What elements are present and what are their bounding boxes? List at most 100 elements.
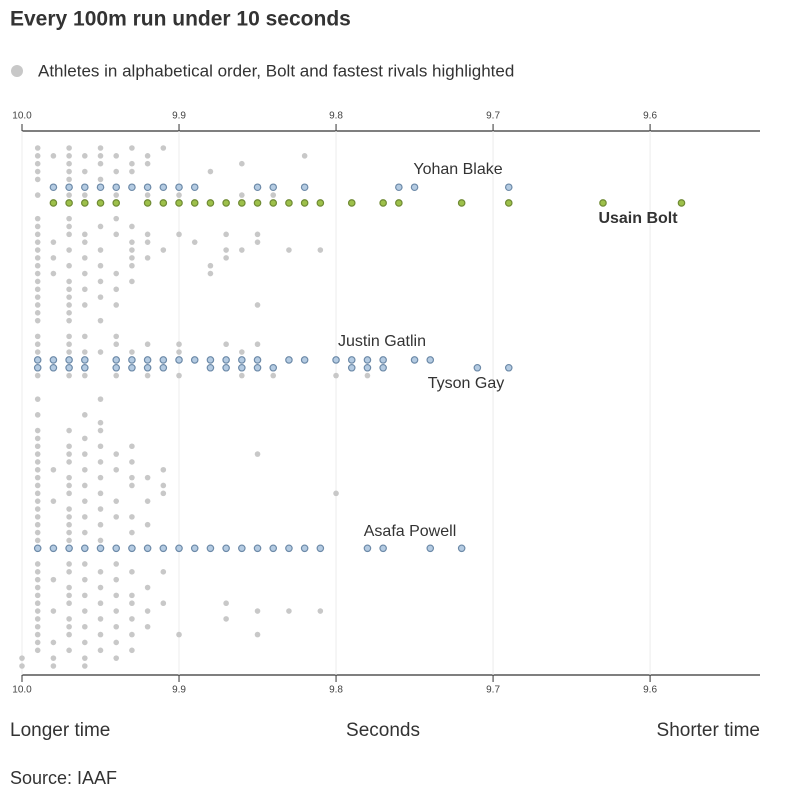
dot: [66, 176, 72, 183]
dot: [239, 349, 245, 355]
dot: [50, 663, 57, 669]
dot: [66, 231, 72, 238]
dot: [66, 341, 72, 348]
dot: [34, 294, 41, 300]
dot: [82, 231, 88, 238]
highlight-dot: [285, 199, 293, 207]
dot: [82, 529, 88, 536]
highlight-dot: [65, 544, 73, 553]
highlight-dot: [395, 183, 403, 192]
dot: [50, 153, 57, 159]
dot: [254, 341, 261, 348]
dot: [176, 372, 182, 379]
x-axis-label: Seconds: [346, 720, 420, 741]
dot: [144, 160, 151, 167]
dot: [66, 153, 72, 159]
dot: [34, 576, 41, 583]
dot: [97, 262, 104, 269]
dot: [144, 341, 151, 348]
dot: [97, 247, 104, 253]
dot: [82, 286, 88, 293]
dot: [66, 302, 72, 308]
dot: [113, 302, 120, 308]
dot: [82, 412, 88, 418]
highlight-dot: [253, 183, 262, 192]
dot: [34, 192, 41, 198]
highlight-dot: [49, 544, 58, 553]
highlight-dot: [33, 544, 42, 553]
dot: [113, 639, 120, 646]
dot: [301, 153, 308, 159]
dot: [50, 655, 57, 661]
dot: [129, 647, 135, 654]
dot: [34, 561, 41, 567]
dot: [223, 600, 229, 607]
highlight-dot: [363, 363, 372, 372]
dot: [223, 255, 229, 261]
dot: [82, 592, 88, 599]
highlight-dot: [504, 199, 513, 207]
dot: [19, 663, 25, 669]
dot: [66, 427, 72, 434]
dot: [34, 647, 41, 654]
dot: [97, 278, 104, 285]
dot: [144, 192, 151, 198]
dot: [34, 153, 41, 159]
dot: [34, 396, 41, 402]
dot: [129, 349, 135, 355]
dot: [97, 474, 104, 481]
dot: [160, 145, 167, 151]
dot: [82, 333, 88, 340]
dot: [82, 639, 88, 646]
highlight-dot: [599, 199, 607, 207]
athlete-label: Asafa Powell: [364, 523, 457, 540]
highlight-dot: [81, 356, 89, 364]
dot: [66, 168, 72, 175]
dot: [82, 576, 88, 583]
dot: [34, 474, 41, 481]
dot: [254, 302, 261, 308]
dot: [286, 608, 292, 614]
highlight-dot: [253, 356, 262, 364]
dot: [82, 435, 88, 442]
highlight-dot: [269, 199, 278, 207]
dot: [66, 529, 72, 536]
dot: [34, 310, 41, 316]
highlight-dot: [300, 544, 309, 553]
dot: [191, 239, 198, 245]
dot: [66, 294, 72, 300]
dot: [207, 168, 214, 175]
highlight-dot: [426, 356, 435, 364]
highlight-dot: [379, 363, 387, 372]
legend-label: Athletes in alphabetical order, Bolt and…: [38, 61, 514, 80]
dot: [239, 160, 245, 167]
dot: [66, 215, 72, 222]
dot: [50, 466, 57, 473]
dot: [82, 655, 88, 661]
dot: [34, 451, 41, 457]
highlight-dot: [379, 544, 387, 553]
x-tick-label: 9.7: [486, 111, 500, 122]
dot: [34, 639, 41, 646]
dot: [113, 576, 120, 583]
dot: [66, 459, 72, 465]
highlight-dot: [190, 199, 199, 207]
dot: [34, 215, 41, 222]
dot: [129, 600, 135, 607]
highlight-dot: [222, 199, 230, 207]
x-tick-label: 10.0: [12, 111, 32, 122]
dot: [34, 498, 41, 504]
dot: [34, 514, 41, 520]
dot: [34, 176, 41, 183]
dot: [317, 608, 324, 614]
dot: [34, 372, 41, 379]
highlight-dot: [112, 363, 121, 372]
dot: [66, 278, 72, 285]
highlight-dot: [159, 199, 168, 207]
highlight-dot: [49, 199, 58, 207]
dot: [223, 247, 229, 253]
highlight-dot: [190, 544, 199, 553]
highlight-dot: [143, 363, 152, 372]
highlight-dot: [410, 356, 419, 364]
